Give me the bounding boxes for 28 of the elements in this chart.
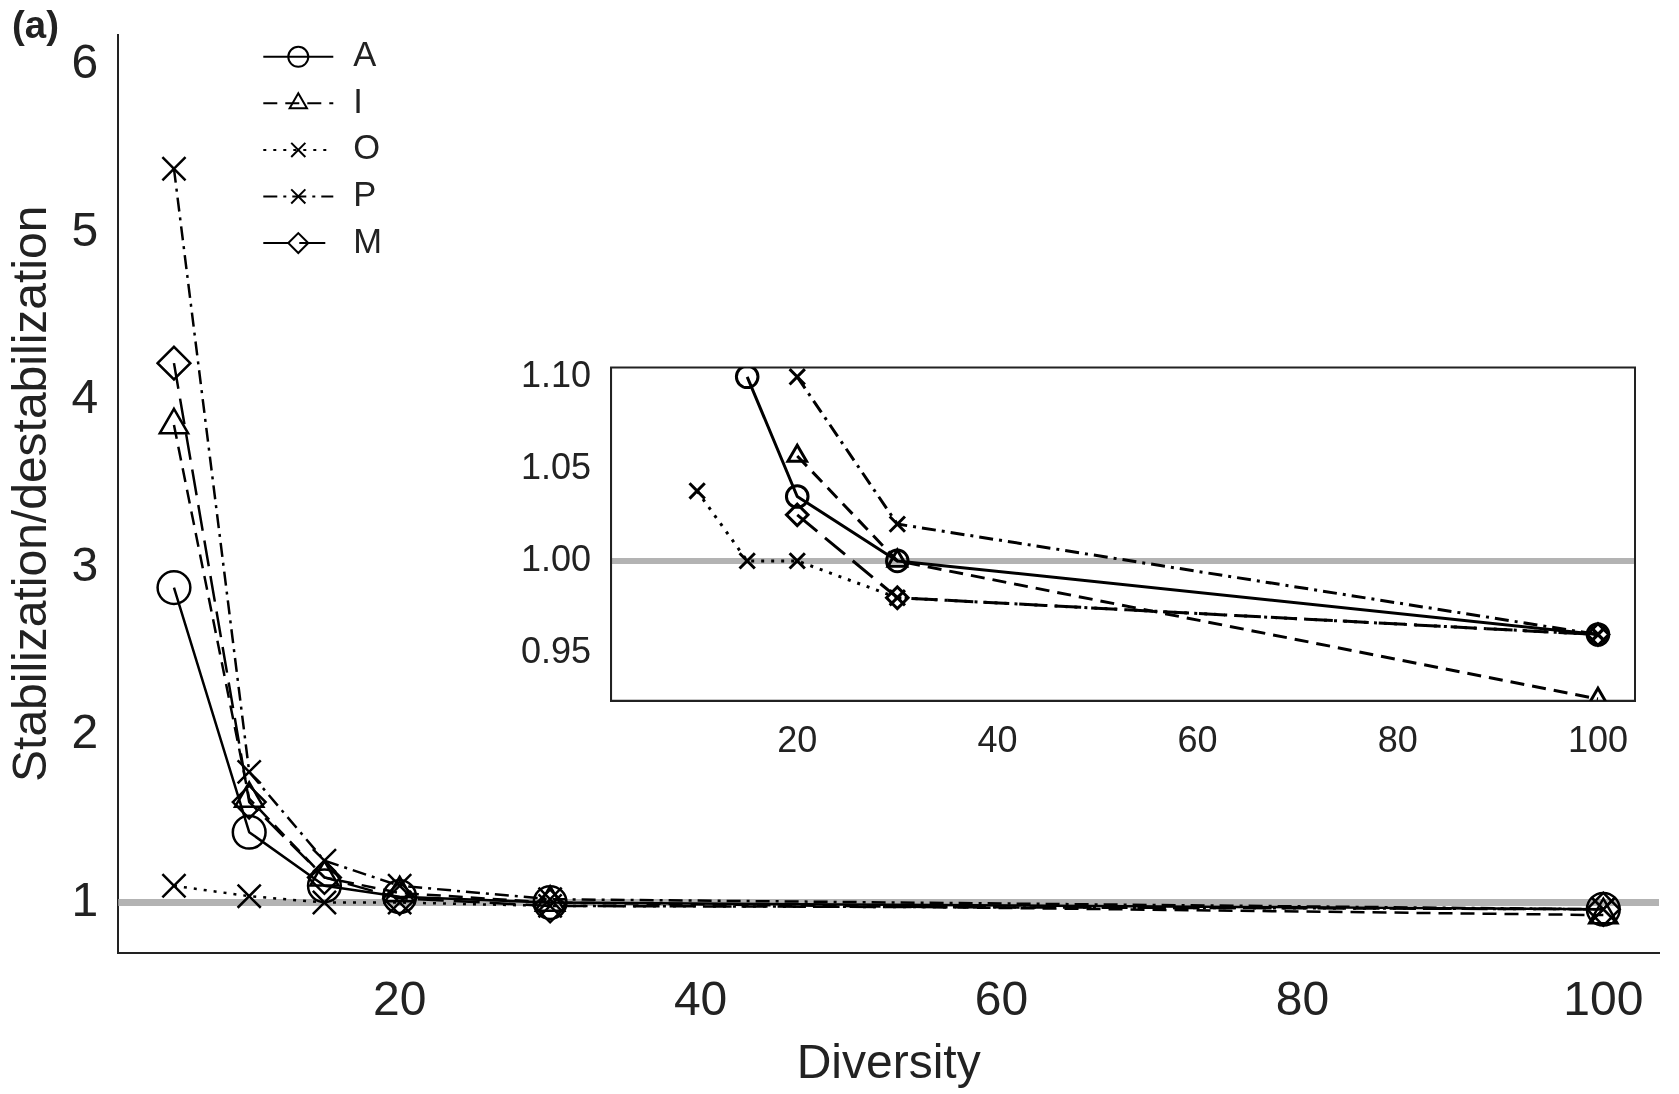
legend-label: P bbox=[353, 175, 377, 214]
y-tick-label: 6 bbox=[71, 35, 99, 89]
y-tick-label: 4 bbox=[71, 370, 99, 424]
legend-label: A bbox=[353, 35, 377, 74]
y-tick-label: 1 bbox=[71, 872, 99, 926]
legend-label: I bbox=[353, 81, 363, 120]
y-tick-label: 1.10 bbox=[520, 353, 592, 395]
legend-label: M bbox=[353, 221, 383, 260]
y-tick-label: 3 bbox=[71, 537, 99, 591]
x-tick-label: 20 bbox=[372, 971, 427, 1025]
y-tick-label: 1.05 bbox=[520, 445, 592, 487]
x-tick-label: 100 bbox=[1563, 971, 1644, 1025]
x-tick-label: 40 bbox=[673, 971, 728, 1025]
x-tick-label: 40 bbox=[977, 719, 1018, 761]
y-axis-title: Stabilization/destabilization bbox=[3, 205, 57, 782]
y-tick-label: 0.95 bbox=[520, 629, 592, 671]
y-tick-label: 1.00 bbox=[520, 537, 592, 579]
x-tick-label: 60 bbox=[974, 971, 1029, 1025]
y-tick-label: 5 bbox=[71, 202, 99, 256]
x-tick-label: 80 bbox=[1275, 971, 1330, 1025]
legend-label: O bbox=[353, 128, 381, 167]
x-tick-label: 20 bbox=[777, 719, 818, 761]
text: (a) bbox=[12, 2, 59, 46]
x-tick-label: 100 bbox=[1567, 719, 1629, 761]
x-axis-title: Diversity bbox=[796, 1035, 981, 1089]
x-tick-label: 60 bbox=[1177, 719, 1218, 761]
y-tick-label: 2 bbox=[71, 705, 99, 759]
x-tick-label: 80 bbox=[1377, 719, 1418, 761]
